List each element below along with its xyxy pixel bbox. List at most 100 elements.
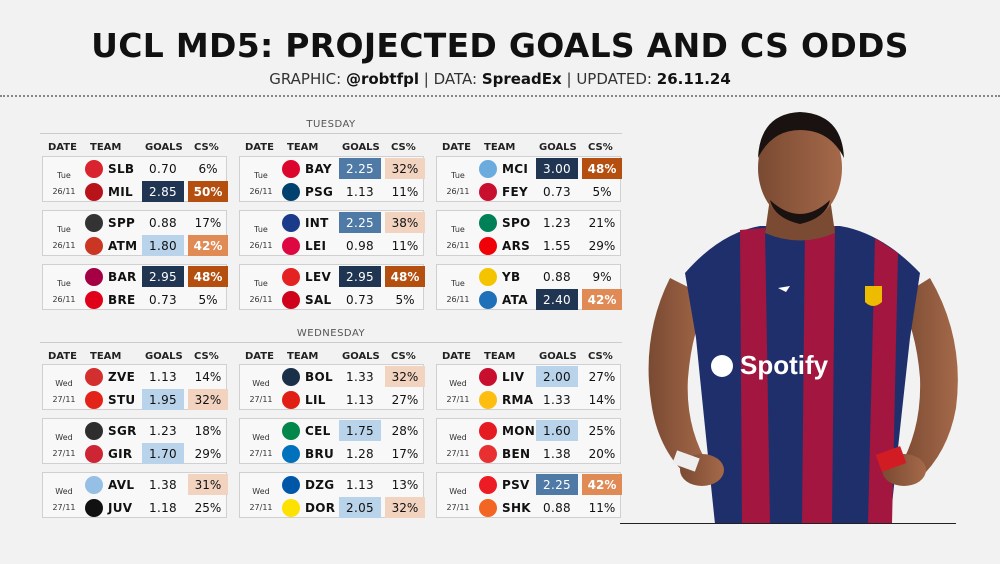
projected-goals: 0.88 bbox=[543, 269, 571, 284]
team-crest-icon bbox=[282, 268, 300, 286]
team-code: ATA bbox=[502, 293, 528, 307]
day-label: WEDNESDAY bbox=[296, 328, 366, 339]
projected-goals: 1.13 bbox=[346, 392, 374, 407]
team-crest-icon bbox=[85, 214, 103, 232]
day-rule bbox=[40, 342, 622, 343]
projected-goals: 1.13 bbox=[346, 477, 374, 492]
projected-goals: 1.18 bbox=[149, 500, 177, 515]
match-day: Tue bbox=[57, 225, 71, 234]
match-date: 27/11 bbox=[249, 503, 273, 512]
clean-sheet-odds: 14% bbox=[588, 392, 616, 407]
match-block: Tue 26/11 MCI 3.00 48% FEY 0.73 5% bbox=[436, 156, 622, 202]
projected-goals: 2.85 bbox=[142, 181, 184, 202]
team-code: ARS bbox=[502, 239, 531, 253]
projected-goals: 1.33 bbox=[543, 392, 571, 407]
team-crest-icon bbox=[479, 291, 497, 309]
team-code: YB bbox=[502, 270, 521, 284]
match-date: 26/11 bbox=[446, 241, 470, 250]
team-crest-icon bbox=[282, 391, 300, 409]
clean-sheet-odds: 5% bbox=[198, 292, 218, 307]
clean-sheet-odds: 25% bbox=[194, 500, 222, 515]
team-code: SPO bbox=[502, 216, 531, 230]
column-header: DATE TEAM GOALS CS% bbox=[239, 140, 424, 155]
projected-goals: 2.05 bbox=[339, 497, 381, 518]
team-code: BRU bbox=[305, 447, 335, 461]
team-code: DOR bbox=[305, 501, 336, 515]
column-header: DATE TEAM GOALS CS% bbox=[239, 349, 424, 364]
header-date: DATE bbox=[442, 351, 471, 362]
team-crest-icon bbox=[282, 183, 300, 201]
team-code: RMA bbox=[502, 393, 534, 407]
team-code: LIL bbox=[305, 393, 326, 407]
match-date: 26/11 bbox=[446, 187, 470, 196]
page-subtitle: GRAPHIC: @robtfpl | DATA: SpreadEx | UPD… bbox=[0, 70, 1000, 88]
match-date: 27/11 bbox=[52, 449, 76, 458]
bottom-divider bbox=[620, 523, 956, 524]
match-day: Tue bbox=[451, 171, 465, 180]
team-crest-icon bbox=[479, 160, 497, 178]
team-code: PSG bbox=[305, 185, 334, 199]
team-crest-icon bbox=[479, 183, 497, 201]
clean-sheet-odds: 48% bbox=[385, 266, 425, 287]
sponsor-logo: Spotify bbox=[740, 350, 829, 380]
projected-goals: 0.88 bbox=[543, 500, 571, 515]
team-code: LEV bbox=[305, 270, 332, 284]
match-date: 27/11 bbox=[446, 395, 470, 404]
match-day: Tue bbox=[57, 171, 71, 180]
match-date: 26/11 bbox=[249, 241, 273, 250]
projected-goals: 2.95 bbox=[142, 266, 184, 287]
projected-goals: 1.38 bbox=[149, 477, 177, 492]
team-code: BAR bbox=[108, 270, 137, 284]
header-date: DATE bbox=[48, 142, 77, 153]
separator: | bbox=[566, 70, 577, 88]
match-block: Wed 27/11 ZVE 1.13 14% STU 1.95 32% bbox=[42, 364, 228, 410]
clean-sheet-odds: 48% bbox=[188, 266, 228, 287]
match-day: Wed bbox=[55, 487, 73, 496]
team-code: AVL bbox=[108, 478, 135, 492]
match-block: Wed 27/11 BOL 1.33 32% LIL 1.13 27% bbox=[239, 364, 425, 410]
match-block: Wed 27/11 LIV 2.00 27% RMA 1.33 14% bbox=[436, 364, 621, 410]
projected-goals: 2.25 bbox=[339, 212, 381, 233]
match-date: 26/11 bbox=[52, 241, 76, 250]
player-photo: Spotify bbox=[648, 112, 958, 524]
header-date: DATE bbox=[245, 142, 274, 153]
team-code: LIV bbox=[502, 370, 525, 384]
team-crest-icon bbox=[479, 476, 497, 494]
match-date: 27/11 bbox=[52, 503, 76, 512]
data-label: DATA: bbox=[433, 70, 478, 88]
team-code: DZG bbox=[305, 478, 335, 492]
team-code: JUV bbox=[108, 501, 133, 515]
team-code: FEY bbox=[502, 185, 528, 199]
team-crest-icon bbox=[85, 445, 103, 463]
match-block: Wed 27/11 SGR 1.23 18% GIR 1.70 29% bbox=[42, 418, 227, 464]
match-block: Tue 26/11 SLB 0.70 6% MIL 2.85 50% bbox=[42, 156, 228, 202]
team-crest-icon bbox=[85, 291, 103, 309]
clean-sheet-odds: 32% bbox=[385, 366, 425, 387]
team-crest-icon bbox=[282, 368, 300, 386]
match-date: 26/11 bbox=[52, 187, 76, 196]
header-date: DATE bbox=[48, 351, 77, 362]
clean-sheet-odds: 42% bbox=[188, 235, 228, 256]
column-header: DATE TEAM GOALS CS% bbox=[436, 140, 621, 155]
clean-sheet-odds: 5% bbox=[592, 184, 612, 199]
clean-sheet-odds: 42% bbox=[582, 289, 622, 310]
projected-goals: 1.80 bbox=[142, 235, 184, 256]
team-crest-icon bbox=[282, 499, 300, 517]
match-day: Wed bbox=[449, 433, 467, 442]
team-code: SPP bbox=[108, 216, 136, 230]
clean-sheet-odds: 31% bbox=[188, 474, 228, 495]
team-crest-icon bbox=[85, 183, 103, 201]
clean-sheet-odds: 25% bbox=[588, 423, 616, 438]
projected-goals: 1.95 bbox=[142, 389, 184, 410]
header-date: DATE bbox=[245, 351, 274, 362]
projected-goals: 3.00 bbox=[536, 158, 578, 179]
match-day: Tue bbox=[254, 171, 268, 180]
column-header: DATE TEAM GOALS CS% bbox=[42, 349, 227, 364]
match-date: 26/11 bbox=[446, 295, 470, 304]
match-date: 27/11 bbox=[249, 449, 273, 458]
header-cs: CS% bbox=[588, 142, 613, 153]
header-goals: GOALS bbox=[539, 142, 577, 153]
match-date: 27/11 bbox=[52, 395, 76, 404]
team-crest-icon bbox=[479, 391, 497, 409]
clean-sheet-odds: 48% bbox=[582, 158, 622, 179]
